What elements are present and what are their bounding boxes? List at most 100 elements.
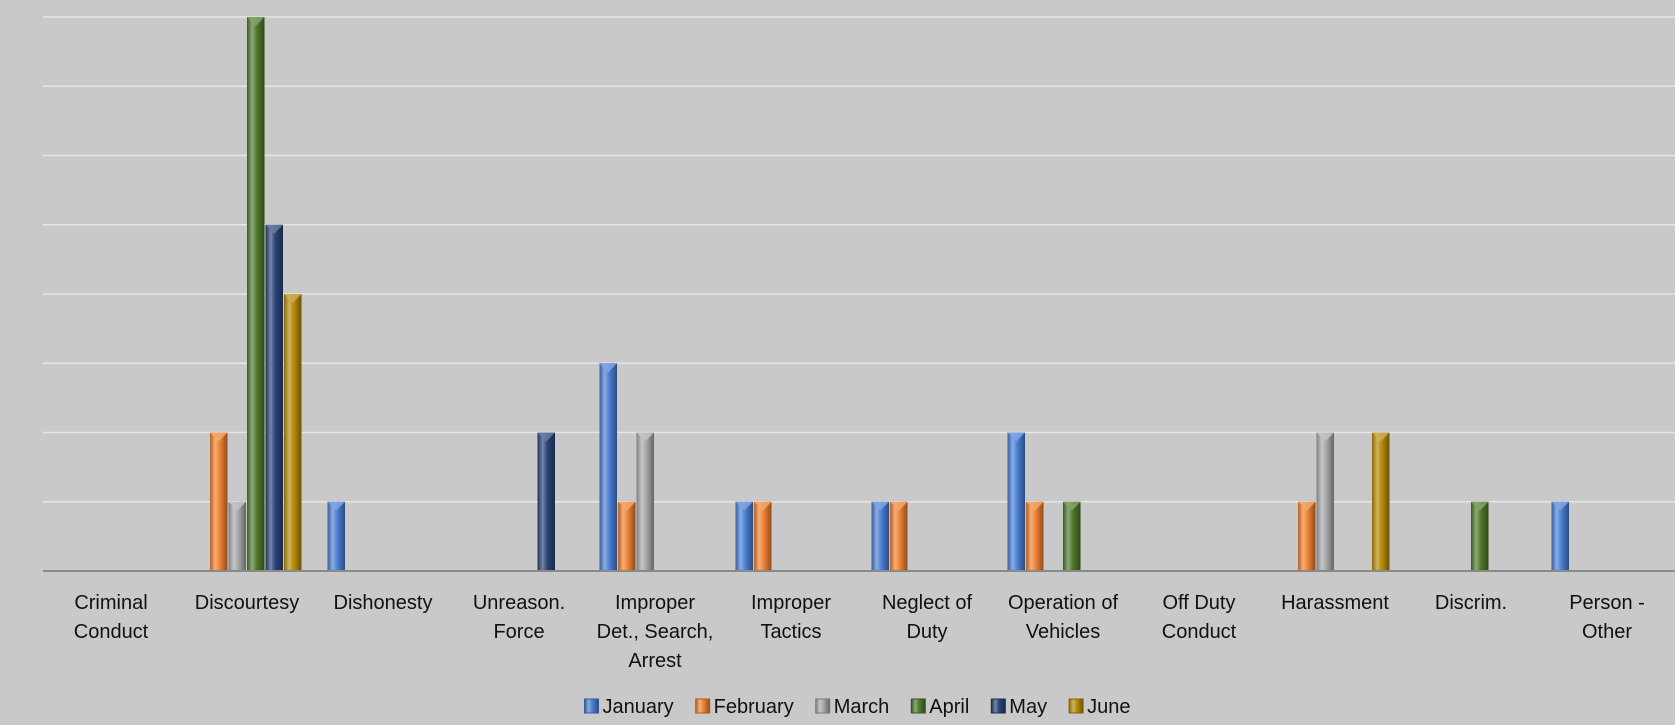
bar-body (599, 363, 617, 571)
bar-cap (247, 17, 265, 26)
bar-cap (1372, 432, 1390, 442)
bar-body (1316, 432, 1334, 571)
legend-label: June (1087, 696, 1130, 718)
bar (1298, 501, 1316, 571)
bar (247, 17, 265, 571)
x-tick-label: Criminal Conduct (74, 592, 149, 643)
gridlines (43, 16, 1675, 503)
legend-label: April (929, 696, 969, 718)
bar (327, 501, 345, 571)
bar-body (1551, 501, 1569, 571)
bar-body (210, 432, 228, 571)
legend-swatch (990, 698, 1006, 714)
bar-body (284, 294, 302, 571)
legend-swatch (695, 698, 711, 714)
legend-swatch (1068, 698, 1084, 714)
bar (210, 432, 228, 571)
legend-label: May (1009, 696, 1047, 718)
bar-cap (1551, 501, 1569, 511)
bar-body (537, 432, 555, 571)
legend-item: April (910, 696, 969, 718)
legend-item: May (990, 696, 1047, 718)
bar-cap (537, 432, 555, 442)
x-tick-label: Improper Tactics (751, 592, 831, 643)
legend-swatch (815, 698, 831, 714)
x-axis: Criminal Conduct Discourtesy Dishonesty Unre… (74, 592, 1645, 672)
legend-item: June (1068, 696, 1130, 718)
legend-label: January (603, 696, 674, 718)
bar-cap (210, 432, 228, 442)
bar-cap (327, 501, 345, 511)
bar-body (890, 501, 908, 571)
bars (210, 17, 1569, 571)
x-tick-label: Operation of Vehicles (1008, 592, 1119, 643)
bar-cap (1471, 501, 1489, 511)
bar-cap (265, 224, 283, 234)
x-tick-label: Discrim. (1435, 592, 1507, 614)
bar (636, 432, 654, 571)
x-tick-label: Unreason. Force (473, 592, 565, 643)
bar-body (1298, 501, 1316, 571)
bar (618, 501, 636, 571)
x-tick-label: Harassment (1281, 592, 1389, 614)
bar-body (1471, 501, 1489, 571)
legend-item: February (695, 696, 794, 718)
bar-body (754, 501, 772, 571)
x-tick-label: Dishonesty (334, 592, 433, 614)
legend-label: March (834, 696, 890, 718)
legend: January February March April May June (584, 696, 1130, 718)
x-tick-label: Off Duty Conduct (1162, 592, 1237, 643)
legend-item: January (584, 696, 674, 718)
bar-body (265, 224, 283, 571)
bar-cap (618, 501, 636, 511)
bar-cap (1063, 501, 1081, 511)
x-tick-label: Person -Other (1569, 592, 1645, 643)
bar-body (247, 17, 265, 571)
bar (890, 501, 908, 571)
bar (537, 432, 555, 571)
bar (1372, 432, 1390, 571)
bar (1316, 432, 1334, 571)
x-tick-label: Discourtesy (195, 592, 299, 614)
bar-cap (228, 501, 246, 511)
bar (871, 501, 889, 571)
legend-item: March (815, 696, 890, 718)
bar-cap (754, 501, 772, 511)
bar (599, 363, 617, 571)
bar-cap (599, 363, 617, 373)
bar-cap (1026, 501, 1044, 511)
bar (1551, 501, 1569, 571)
bar-body (327, 501, 345, 571)
bar-cap (871, 501, 889, 511)
legend-label: February (714, 696, 794, 718)
legend-swatch (910, 698, 926, 714)
bar-body (228, 501, 246, 571)
bar-body (1372, 432, 1390, 571)
bar (1007, 432, 1025, 571)
bar-body (636, 432, 654, 571)
bar (754, 501, 772, 571)
x-tick-label: Neglect of Duty (882, 592, 972, 643)
bar-cap (735, 501, 753, 511)
bar-cap (1298, 501, 1316, 511)
legend-swatch (584, 698, 600, 714)
bar-body (1063, 501, 1081, 571)
bar-cap (284, 294, 302, 303)
bar-cap (890, 501, 908, 511)
bar-body (618, 501, 636, 571)
bar (1063, 501, 1081, 571)
bar (265, 224, 283, 571)
bar (228, 501, 246, 571)
bar-body (1007, 432, 1025, 571)
bar-cap (1007, 432, 1025, 442)
x-tick-label: Improper Det., Search, Arrest (597, 592, 714, 672)
bar-body (1026, 501, 1044, 571)
bar (284, 294, 302, 571)
bar-body (871, 501, 889, 571)
bar-cap (1316, 432, 1334, 442)
bar (1471, 501, 1489, 571)
bar-cap (636, 432, 654, 442)
bar (1026, 501, 1044, 571)
